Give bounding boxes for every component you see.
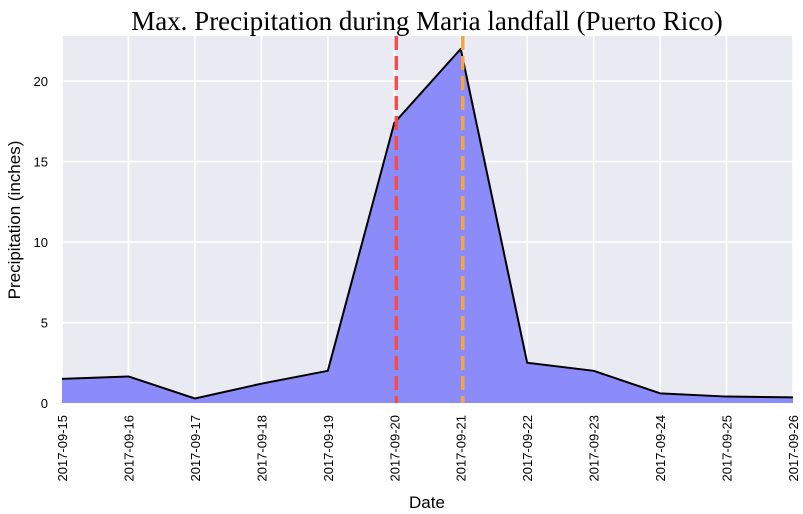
x-tick-label: 2017-09-17 — [188, 415, 203, 482]
x-tick-label: 2017-09-25 — [720, 415, 735, 482]
x-tick-label: 2017-09-23 — [587, 415, 602, 482]
x-tick-label: 2017-09-24 — [653, 415, 668, 482]
y-tick-label: 20 — [34, 74, 48, 89]
x-tick-label: 2017-09-20 — [387, 415, 402, 482]
x-tick-label: 2017-09-26 — [786, 415, 801, 482]
y-tick-label: 5 — [41, 316, 48, 331]
x-tick-label: 2017-09-22 — [520, 415, 535, 482]
x-tick-label: 2017-09-16 — [121, 415, 136, 482]
x-tick-label: 2017-09-18 — [254, 415, 269, 482]
y-tick-label: 10 — [34, 235, 48, 250]
y-axis-label: Precipitation (inches) — [5, 141, 24, 300]
chart-title: Max. Precipitation during Maria landfall… — [131, 6, 723, 36]
x-axis-label: Date — [409, 493, 445, 512]
y-tick-labels: 0 5 10 15 20 — [34, 74, 48, 411]
y-tick-label: 0 — [41, 396, 48, 411]
x-tick-label: 2017-09-19 — [321, 415, 336, 482]
x-tick-label: 2017-09-15 — [55, 415, 70, 482]
y-tick-label: 15 — [34, 155, 48, 170]
landfall-markers — [394, 36, 465, 403]
x-tick-labels: 2017-09-15 2017-09-16 2017-09-17 2017-09-18… — [55, 415, 801, 482]
x-tick-label: 2017-09-21 — [454, 415, 469, 482]
precipitation-line — [61, 47, 794, 400]
precipitation-area — [62, 48, 793, 403]
